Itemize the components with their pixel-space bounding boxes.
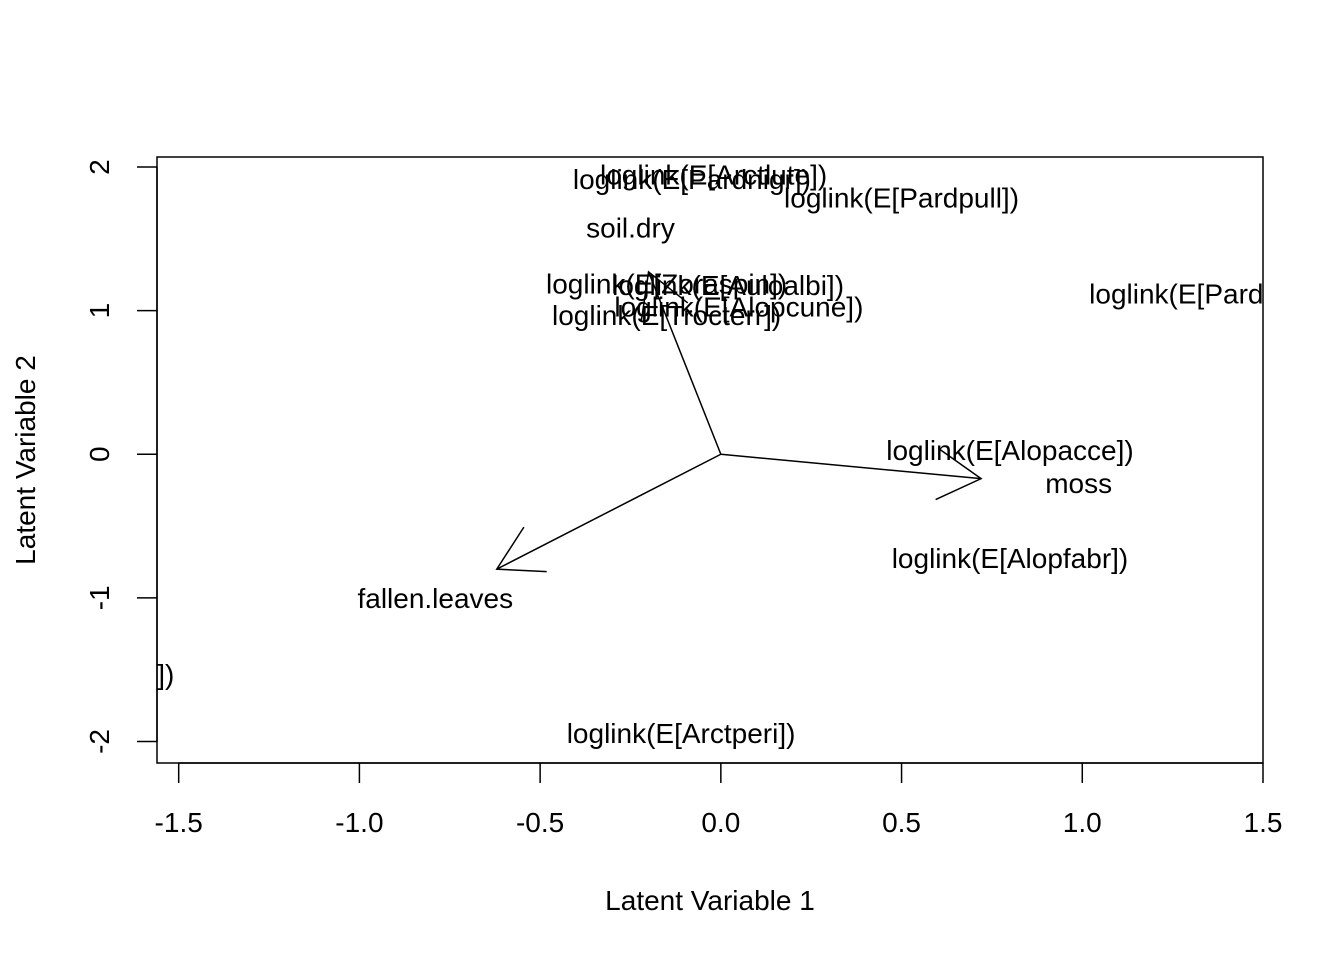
y-tick-label: 0 <box>84 446 115 462</box>
x-axis-title: Latent Variable 1 <box>605 885 815 916</box>
y-axis-title: Latent Variable 2 <box>10 355 41 565</box>
arrow-head <box>640 270 689 322</box>
species-label: loglink(E[Pardlugu]) <box>0 659 174 690</box>
species-label: loglink(E[Alopacce]) <box>886 435 1133 466</box>
y-tick-label: 1 <box>84 303 115 319</box>
x-tick-label: 0.5 <box>882 807 921 838</box>
species-label: loglink(E[Pardpull]) <box>784 182 1019 213</box>
env-label: fallen.leaves <box>357 583 513 614</box>
y-tick-label: 2 <box>84 159 115 175</box>
plot-area: loglink(E[Arctlute])loglink(E[Pardnigr])… <box>0 159 1343 749</box>
species-label: loglink(E[Auloalbi]) <box>612 270 844 301</box>
species-label: loglink(E[Zoraspin]) <box>546 269 787 300</box>
species-label: loglink(E[Trocterr]) <box>552 300 781 331</box>
y-axis: -2 -1 0 1 2 <box>84 159 158 754</box>
x-tick-label: 0.0 <box>701 807 740 838</box>
env-label: moss <box>1045 468 1112 499</box>
env-label: soil.dry <box>586 213 675 244</box>
species-label: loglink(E[Pardnigr]) <box>573 164 811 195</box>
arrow-moss <box>720 453 982 480</box>
x-axis: -1.5 -1.0 -0.5 0.0 0.5 1.0 1.5 <box>155 762 1283 838</box>
arrow-soil-dry <box>647 271 722 455</box>
y-tick-label: -1 <box>84 585 115 610</box>
species-label: loglink(E[Alopcune]) <box>614 292 863 323</box>
y-tick-label: -2 <box>84 729 115 754</box>
arrow-head <box>495 526 547 573</box>
arrow-fallen-leaves <box>496 453 722 570</box>
x-tick-label: 1.0 <box>1063 807 1102 838</box>
species-label: loglink(E[Alopfabr]) <box>892 543 1129 574</box>
arrow-head <box>935 449 983 501</box>
species-label: loglink(E[Arctperi]) <box>567 718 796 749</box>
x-tick-label: -1.0 <box>335 807 383 838</box>
species-label: loglink(E[Pardmont]) <box>1089 279 1343 310</box>
x-tick-label: -0.5 <box>516 807 564 838</box>
species-label: loglink(E[Arctlute]) <box>600 159 827 190</box>
x-tick-label: -1.5 <box>155 807 203 838</box>
x-tick-label: 1.5 <box>1244 807 1283 838</box>
